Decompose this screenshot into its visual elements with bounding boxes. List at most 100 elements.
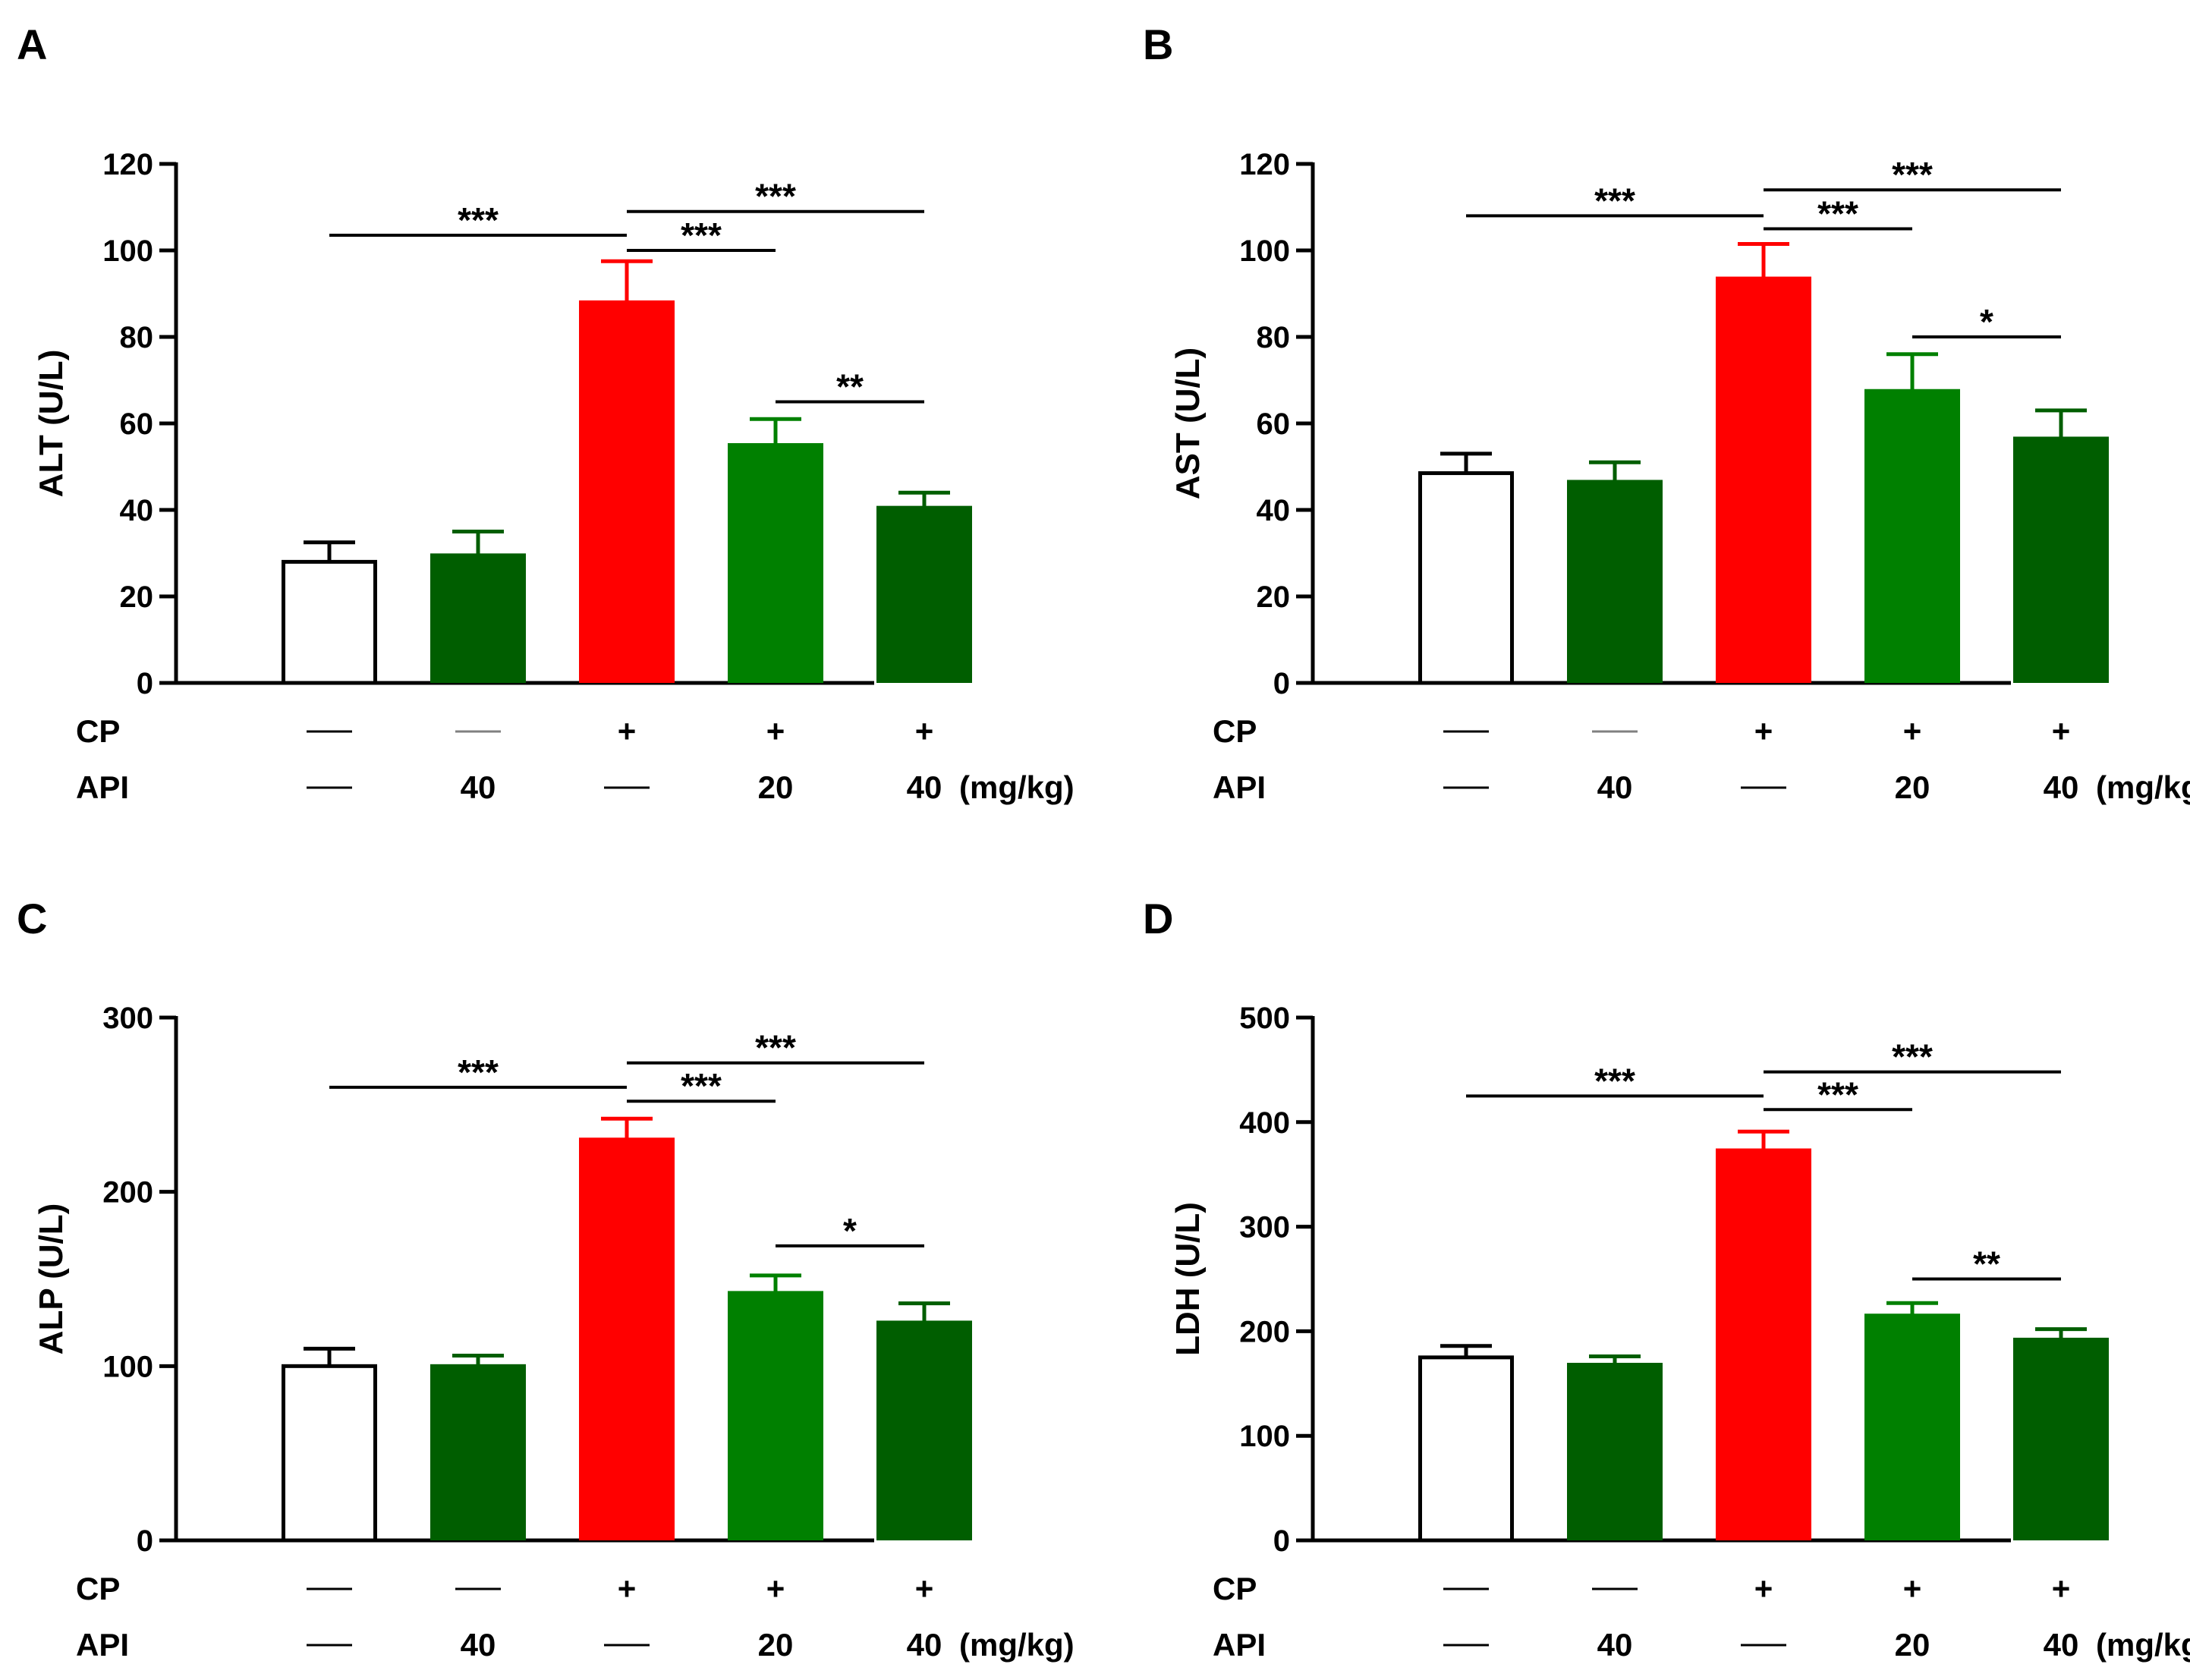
significance-label: *** xyxy=(755,1028,796,1068)
y-tick-label: 100 xyxy=(102,1350,153,1383)
panel-letter: D xyxy=(1143,895,1173,942)
cp-row-label: CP xyxy=(1213,1571,1257,1606)
cp-cell: + xyxy=(1903,713,1922,749)
bar xyxy=(1716,1148,1811,1540)
bar xyxy=(1716,276,1811,683)
api-cell: 20 xyxy=(758,1627,794,1663)
cp-cell: + xyxy=(1754,713,1773,749)
y-tick-label: 100 xyxy=(1239,234,1290,268)
api-row-label: API xyxy=(1213,1627,1266,1663)
significance-label: * xyxy=(843,1211,857,1251)
y-tick-label: 60 xyxy=(120,407,154,441)
y-axis-title: LDH (U/L) xyxy=(1169,1202,1207,1356)
y-tick-label: 200 xyxy=(1239,1315,1290,1348)
panel-letter: C xyxy=(17,895,47,942)
significance-label: *** xyxy=(1892,1037,1933,1077)
api-row-label: API xyxy=(76,769,129,805)
bar xyxy=(876,1320,972,1540)
significance-label: *** xyxy=(1594,1061,1635,1100)
api-cell: 40 xyxy=(461,1627,496,1663)
cp-cell: + xyxy=(2052,713,2071,749)
y-tick-label: 60 xyxy=(1257,407,1291,441)
significance-label: * xyxy=(1980,302,1993,341)
significance-label: *** xyxy=(1892,155,1933,194)
significance-label: *** xyxy=(755,177,796,216)
y-tick-label: 100 xyxy=(102,234,153,268)
bar xyxy=(2013,1337,2109,1540)
significance-label: *** xyxy=(1817,194,1858,234)
unit-label: (mg/kg) xyxy=(959,769,1075,805)
significance-label: ** xyxy=(1973,1244,2000,1284)
api-cell: 40 xyxy=(2044,769,2079,805)
y-tick-label: 500 xyxy=(1239,1002,1290,1035)
api-cell: 20 xyxy=(1895,1627,1930,1663)
y-tick-label: 120 xyxy=(1239,148,1290,181)
y-axis-title: AST (U/L) xyxy=(1169,348,1207,499)
cp-cell: + xyxy=(618,713,637,749)
bar xyxy=(579,1137,675,1540)
panel-letter: A xyxy=(17,20,47,68)
significance-label: *** xyxy=(681,216,722,255)
unit-label: (mg/kg) xyxy=(2096,1627,2190,1663)
bar xyxy=(1864,1313,1960,1540)
bar xyxy=(282,1364,377,1543)
y-tick-label: 120 xyxy=(102,148,153,181)
bar xyxy=(1418,1355,1514,1543)
unit-label: (mg/kg) xyxy=(2096,769,2190,805)
cp-cell: + xyxy=(766,1571,785,1606)
y-tick-label: 40 xyxy=(120,494,154,527)
y-tick-label: 0 xyxy=(137,667,153,700)
significance-label: *** xyxy=(681,1066,722,1106)
bar xyxy=(1864,389,1960,683)
api-row-label: API xyxy=(1213,769,1266,805)
cp-cell: + xyxy=(766,713,785,749)
significance-label: *** xyxy=(1817,1074,1858,1114)
api-cell: 40 xyxy=(1597,769,1633,805)
cp-cell: + xyxy=(1903,1571,1922,1606)
api-cell: 20 xyxy=(758,769,794,805)
bar xyxy=(1418,471,1514,685)
y-tick-label: 80 xyxy=(1257,321,1291,354)
y-tick-label: 0 xyxy=(1273,667,1290,700)
api-cell: 40 xyxy=(907,769,942,805)
y-tick-label: 80 xyxy=(120,321,154,354)
cp-cell: + xyxy=(618,1571,637,1606)
api-cell: 20 xyxy=(1895,769,1930,805)
y-tick-label: 40 xyxy=(1257,494,1291,527)
cp-cell: + xyxy=(915,1571,934,1606)
bar xyxy=(430,553,526,683)
significance-label: *** xyxy=(1594,181,1635,220)
bar xyxy=(1567,480,1663,683)
y-tick-label: 0 xyxy=(137,1524,153,1558)
api-cell: 40 xyxy=(2044,1627,2079,1663)
y-tick-label: 20 xyxy=(120,580,154,614)
significance-label: ** xyxy=(836,367,864,407)
y-tick-label: 200 xyxy=(102,1176,153,1210)
unit-label: (mg/kg) xyxy=(959,1627,1075,1663)
panel-letter: B xyxy=(1143,20,1173,68)
bar xyxy=(1567,1362,1663,1540)
api-cell: 40 xyxy=(461,769,496,805)
significance-label: *** xyxy=(458,1052,499,1092)
y-axis-title: ALP (U/L) xyxy=(33,1203,70,1355)
cp-row-label: CP xyxy=(1213,713,1257,749)
bar xyxy=(579,300,675,683)
cp-cell: + xyxy=(2052,1571,2071,1606)
bar xyxy=(2013,436,2109,683)
y-tick-label: 0 xyxy=(1273,1524,1290,1558)
cp-cell: + xyxy=(915,713,934,749)
y-tick-label: 300 xyxy=(102,1002,153,1035)
y-tick-label: 400 xyxy=(1239,1106,1290,1140)
cp-cell: + xyxy=(1754,1571,1773,1606)
y-axis-title: ALT (U/L) xyxy=(33,350,70,498)
bar xyxy=(876,505,972,683)
bar xyxy=(728,1291,823,1540)
y-tick-label: 300 xyxy=(1239,1211,1290,1244)
api-row-label: API xyxy=(76,1627,129,1663)
api-cell: 40 xyxy=(1597,1627,1633,1663)
